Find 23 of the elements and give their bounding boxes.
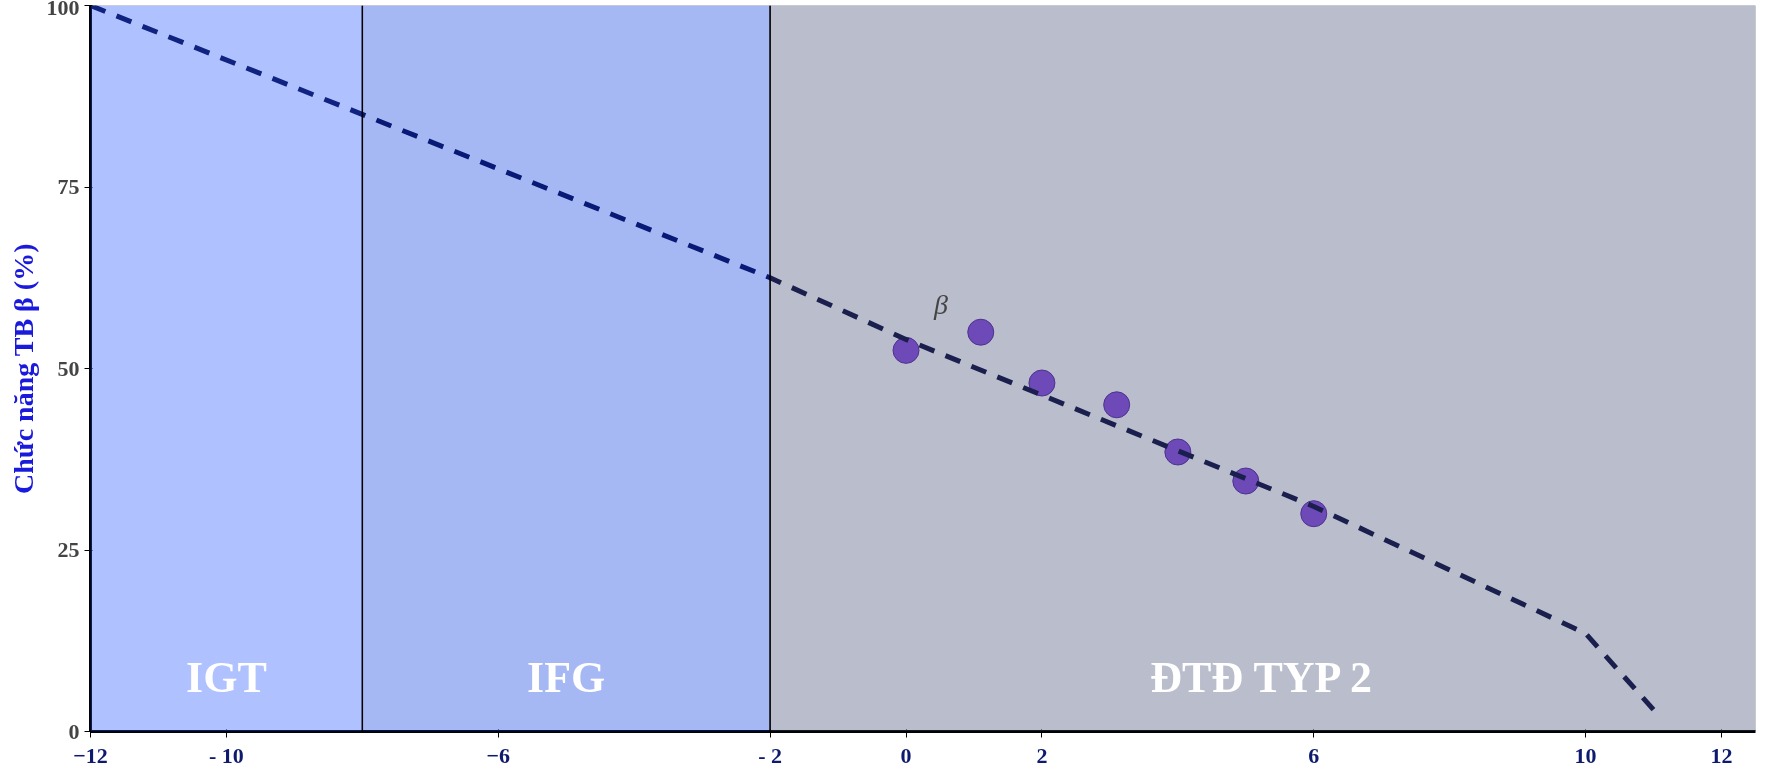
y-tick-label: 50 (57, 355, 80, 381)
band-label: ĐTĐ TYP 2 (1150, 652, 1373, 702)
x-tick-label: - 10 (209, 742, 244, 768)
x-tick-label: 0 (900, 742, 912, 768)
point (892, 336, 920, 364)
band-label: IFG (527, 652, 606, 702)
point (1028, 369, 1056, 397)
y-tick-label: 75 (57, 174, 80, 199)
x-tick-label: 2 (1036, 742, 1048, 768)
point (1103, 391, 1131, 419)
y-tick-label: 0 (68, 718, 80, 744)
point (967, 318, 995, 346)
x-tick-label: 6 (1308, 742, 1320, 768)
y-tick-label: 100 (46, 0, 80, 20)
y-tick-label: 25 (57, 537, 80, 562)
y-axis-title: Chức năng TB β (%) (7, 243, 39, 494)
x-tick-label: −6 (486, 742, 511, 768)
band-label: IGT (186, 652, 267, 702)
x-tick-label: 12 (1710, 742, 1733, 768)
x-tick-label: −12 (73, 742, 108, 768)
x-tick-label: - 2 (758, 742, 783, 768)
series-label: β (933, 289, 949, 321)
x-tick-label: 10 (1574, 742, 1597, 768)
